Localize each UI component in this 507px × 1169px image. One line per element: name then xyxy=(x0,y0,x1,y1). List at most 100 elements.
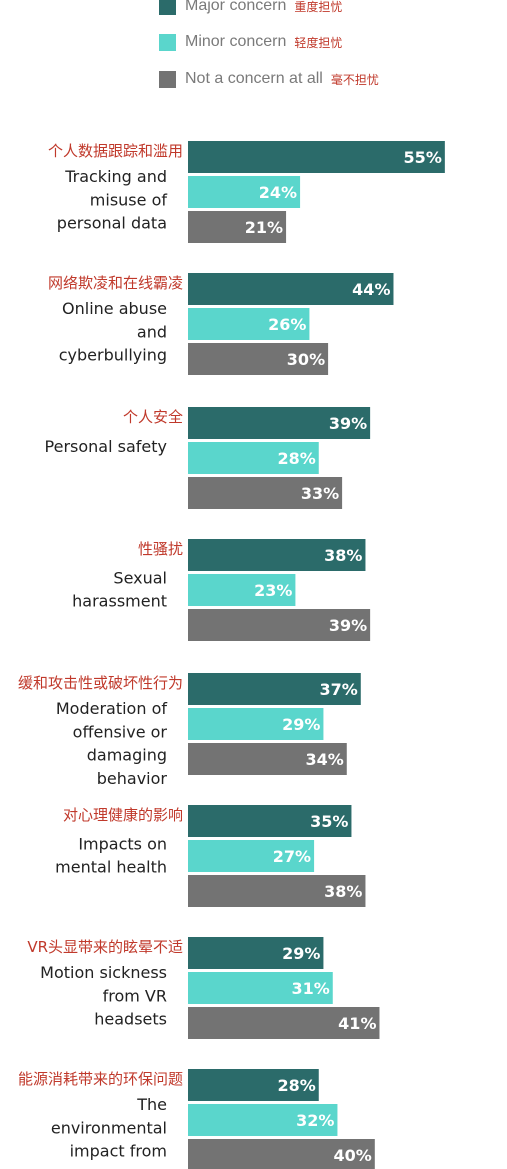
category-group: 28% 32%40% 能源消耗带来的环保问题 The environmental impa… xyxy=(18,1069,375,1169)
category-label-en: The xyxy=(136,1095,167,1114)
bar-value-label: 40% xyxy=(334,1146,372,1165)
category-label-zh: 个人数据跟踪和滥用 xyxy=(48,142,183,160)
category-label-en: harassment xyxy=(72,592,167,611)
category-group: 39% 28% 33% 个人安全 Personal safety xyxy=(45,407,371,509)
bar-not-a-concern-at-all xyxy=(188,343,329,375)
bar-value-label: 39% xyxy=(329,616,367,635)
bar-value-label: 27% xyxy=(273,847,311,866)
category-label-en: Tracking and xyxy=(64,167,167,186)
bar-value-label: 41% xyxy=(338,1014,376,1033)
category-group: 38% 23% 39% 性骚扰 Sexual harassment xyxy=(72,539,371,641)
bar-value-label: 23% xyxy=(254,581,292,600)
bar-value-label: 39% xyxy=(329,414,367,433)
category-label-en: personal data xyxy=(57,214,167,233)
legend-swatch-major xyxy=(159,0,176,15)
category-label-en: from VR xyxy=(103,986,167,1005)
bar-major-concern xyxy=(188,805,352,837)
category-label-zh: 对心理健康的影响 xyxy=(63,806,183,824)
bar-not-a-concern-at-all xyxy=(188,1007,380,1039)
bar-minor-concern xyxy=(188,176,301,208)
bar-value-label: 55% xyxy=(404,148,442,167)
category-label-zh: 缓和攻击性或破坏性行为 xyxy=(18,674,183,692)
bar-major-concern xyxy=(188,937,324,969)
category-label-en: mental health xyxy=(55,858,167,877)
bar-value-label: 38% xyxy=(324,882,362,901)
bar-value-label: 26% xyxy=(268,315,306,334)
bar-value-label: 35% xyxy=(310,812,348,831)
bar-value-label: 28% xyxy=(277,1076,315,1095)
category-label-zh: 能源消耗带来的环保问题 xyxy=(18,1070,183,1088)
category-label-en: and xyxy=(137,322,167,341)
legend-item-major: Major concern 重度担忧 xyxy=(159,0,342,15)
bar-minor-concern xyxy=(188,840,315,872)
bar-value-label: 24% xyxy=(259,183,297,202)
bar-not-a-concern-at-all xyxy=(188,211,287,243)
category-label-en: Personal safety xyxy=(45,437,167,456)
category-group: 37% 29% 34% 缓和攻击性或破坏性行为 Moderation of offensi… xyxy=(18,673,361,788)
category-label-en: impact from xyxy=(70,1142,167,1161)
bar-value-label: 32% xyxy=(296,1111,334,1130)
bar-minor-concern xyxy=(188,1104,338,1136)
legend-item-minor: Minor concern 轻度担忧 xyxy=(159,33,342,51)
legend-item-none: Not a concern at all 毫不担忧 xyxy=(159,70,379,88)
category-group: 29% 31% 41% VR头显带来的眩晕不适 Motion sickness from … xyxy=(27,937,380,1039)
bar-major-concern xyxy=(188,1069,319,1101)
category-group: 35% 27% 38% 对心理健康的影响 Impacts on mental health xyxy=(55,805,366,907)
bar-value-label: 21% xyxy=(245,218,283,237)
bar-not-a-concern-at-all xyxy=(188,875,366,907)
legend-label-en: Minor concern xyxy=(185,33,287,50)
bar-major-concern xyxy=(188,273,394,305)
bar-not-a-concern-at-all xyxy=(188,1139,375,1169)
legend-label-zh: 重度担忧 xyxy=(294,0,343,14)
category-label-zh: 个人安全 xyxy=(123,408,183,426)
bar-not-a-concern-at-all xyxy=(188,743,347,775)
category-label-en: behavior xyxy=(97,769,168,788)
bar-not-a-concern-at-all xyxy=(188,477,343,509)
bar-value-label: 37% xyxy=(319,680,357,699)
legend-label-zh: 轻度担忧 xyxy=(294,35,343,50)
category-label-zh: 网络欺凌和在线霸凌 xyxy=(48,274,183,292)
bar-value-label: 31% xyxy=(291,979,329,998)
category-label-en: Motion sickness xyxy=(40,963,167,982)
legend-label-en: Not a concern at all xyxy=(185,70,323,87)
bar-value-label: 38% xyxy=(324,546,362,565)
bar-major-concern xyxy=(188,673,361,705)
legend-swatch-minor xyxy=(159,33,176,51)
legend: Major concern 重度担忧 Minor concern 轻度担忧 No… xyxy=(0,0,507,100)
category-label-en: damaging xyxy=(87,746,167,765)
category-group: 44% 26% 30% 网络欺凌和在线霸凌 Online abuse and cyberbu… xyxy=(48,273,394,375)
category-label-en: offensive or xyxy=(73,722,168,741)
legend-label-zh: 毫不担忧 xyxy=(330,72,379,87)
bar-not-a-concern-at-all xyxy=(188,609,371,641)
bar-minor-concern xyxy=(188,574,296,606)
legend-swatch-none xyxy=(159,70,176,88)
category-label-en: energy xyxy=(111,1165,167,1169)
category-label-en: cyberbullying xyxy=(59,346,167,365)
category-label-zh: VR头显带来的眩晕不适 xyxy=(27,938,183,956)
category-label-en: headsets xyxy=(94,1010,167,1029)
bar-minor-concern xyxy=(188,708,324,740)
bar-major-concern xyxy=(188,141,445,173)
bar-minor-concern xyxy=(188,442,319,474)
bar-major-concern xyxy=(188,407,371,439)
category-label-en: environmental xyxy=(51,1118,167,1137)
bar-value-label: 30% xyxy=(287,350,325,369)
bar-major-concern xyxy=(188,539,366,571)
bar-value-label: 33% xyxy=(301,484,339,503)
bar-minor-concern xyxy=(188,972,333,1004)
bar-value-label: 34% xyxy=(305,750,343,769)
bar-value-label: 29% xyxy=(282,715,320,734)
bar-minor-concern xyxy=(188,308,310,340)
category-label-en: Moderation of xyxy=(56,699,168,718)
bar-value-label: 28% xyxy=(277,449,315,468)
category-label-zh: 性骚扰 xyxy=(138,540,183,558)
legend-label-en: Major concern xyxy=(185,0,287,14)
bar-value-label: 29% xyxy=(282,944,320,963)
category-group: 55% 24% 21% 个人数据跟踪和滥用 Tracking and misuse of p… xyxy=(48,141,445,243)
category-label-en: Impacts on xyxy=(78,834,167,853)
bar-value-label: 44% xyxy=(352,280,390,299)
category-label-en: Sexual xyxy=(113,568,167,587)
category-label-en: Online abuse xyxy=(62,299,167,318)
category-label-en: misuse of xyxy=(90,190,168,209)
